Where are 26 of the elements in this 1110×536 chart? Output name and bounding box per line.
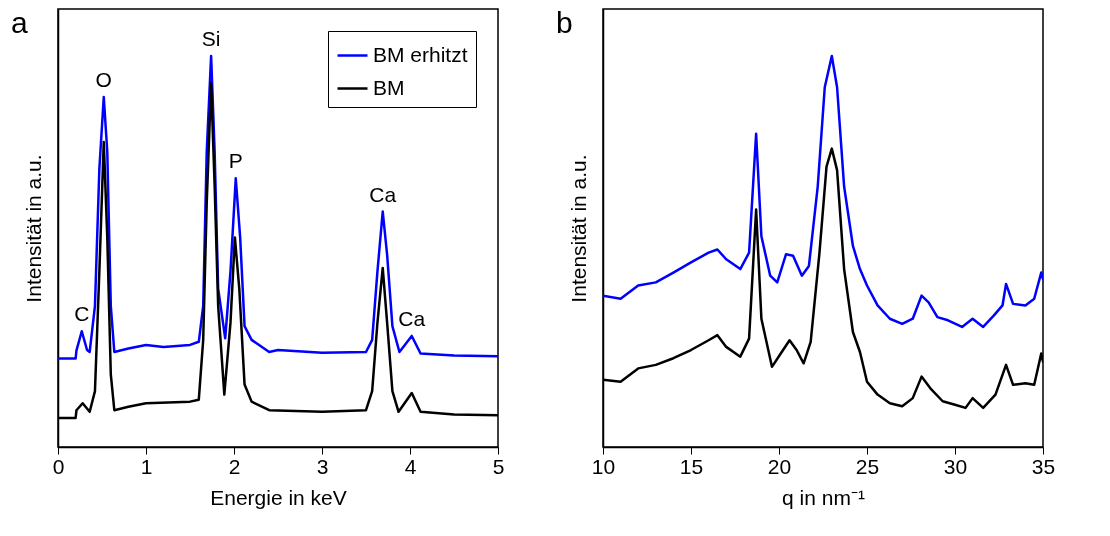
x-tick-label: 0	[52, 454, 65, 478]
annotation: Ca	[398, 306, 426, 330]
x-tick-label: 30	[943, 454, 968, 478]
x-axis-title: Energie in keV	[210, 485, 347, 509]
x-tick-label: 2	[228, 454, 241, 478]
x-tick-label: 10	[591, 454, 616, 478]
x-tick-label: 5	[492, 454, 505, 478]
x-tick-label: 15	[679, 454, 704, 478]
legend-label: BM	[373, 75, 405, 99]
chart-title: b	[556, 6, 573, 39]
annotation: O	[95, 67, 112, 91]
y-axis-title: Intensität in a.u.	[21, 154, 45, 303]
x-tick-label: 20	[767, 454, 792, 478]
x-tick-label: 1	[140, 454, 153, 478]
annotation: P	[228, 149, 243, 173]
x-tick-label: 4	[404, 454, 417, 478]
y-axis-title: Intensität in a.u.	[566, 154, 590, 303]
x-axis-title: q in nm⁻¹	[782, 485, 865, 509]
annotation: Si	[201, 26, 221, 50]
x-tick-label: 35	[1031, 454, 1056, 478]
annotation: Ca	[369, 182, 397, 206]
legend-label: BM erhitzt	[373, 42, 468, 66]
annotation: C	[74, 302, 90, 326]
chart-title: a	[11, 6, 28, 39]
x-tick-label: 3	[316, 454, 329, 478]
x-tick-label: 25	[855, 454, 880, 478]
